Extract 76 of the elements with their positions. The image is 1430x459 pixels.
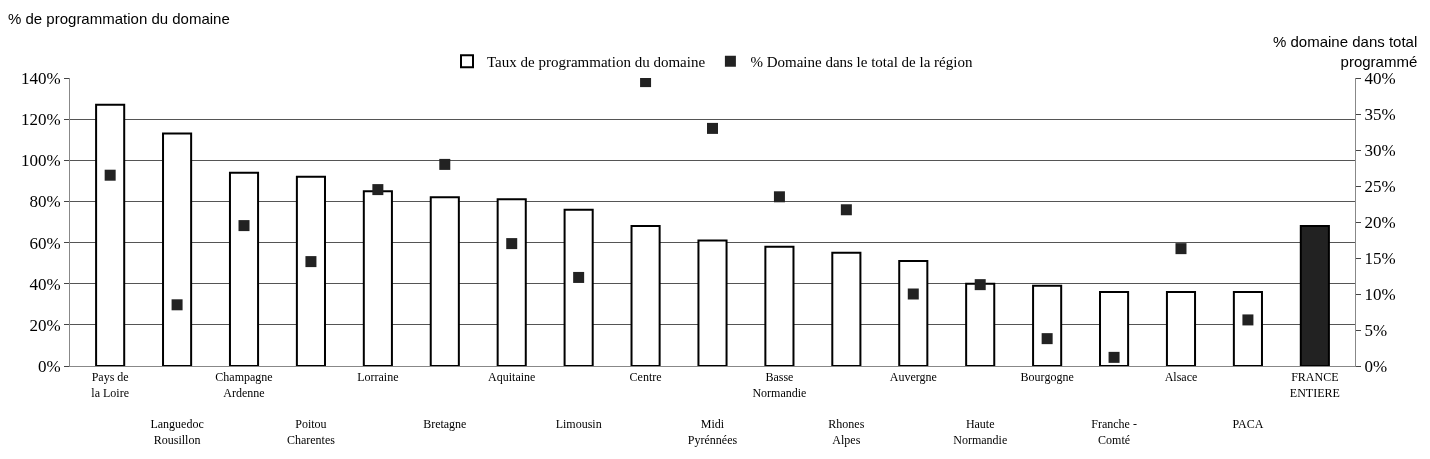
point xyxy=(305,256,317,268)
x-tick-label: Rhones Alpes xyxy=(828,417,865,447)
point xyxy=(1175,243,1187,255)
point xyxy=(907,288,919,300)
x-tick-label: Languedoc Rousillon xyxy=(150,417,204,447)
y-tick-label: 0% xyxy=(37,356,61,376)
y2-axis-title: % domaine dans total programmé xyxy=(1273,33,1418,70)
y2-tick-label: 35% xyxy=(1364,104,1396,124)
bar xyxy=(295,175,326,366)
bar xyxy=(429,196,460,366)
x-tick-label: Aquitaine xyxy=(488,370,536,385)
bar xyxy=(965,282,996,366)
x-tick-label: FRANCE ENTIERE xyxy=(1289,370,1340,400)
bar xyxy=(630,225,661,366)
bar xyxy=(764,245,795,366)
y-tick-label: 60% xyxy=(29,233,61,253)
bar xyxy=(1232,290,1263,366)
x-tick-label: Auvergne xyxy=(889,370,937,385)
x-tick-label: Pays de la Loire xyxy=(91,370,129,400)
legend-label: Taux de programmation du domaine xyxy=(487,54,706,71)
bar xyxy=(563,208,594,366)
x-tick-label: Franche - Comté xyxy=(1091,417,1137,447)
point xyxy=(439,158,451,170)
y2-tick-label: 20% xyxy=(1364,212,1396,232)
x-tick-label: Poitou Charentes xyxy=(286,417,336,447)
y2-tick-label: 25% xyxy=(1364,176,1396,196)
x-tick-label: Bretagne xyxy=(423,417,467,432)
bar xyxy=(95,103,126,366)
x-tick-label: Limousin xyxy=(555,417,602,432)
y2-tick-label: 5% xyxy=(1364,320,1388,340)
y-tick-label: 100% xyxy=(20,151,61,171)
y-tick-label: 80% xyxy=(29,192,61,212)
bar xyxy=(1032,284,1063,366)
point xyxy=(974,279,986,291)
bar xyxy=(496,198,527,366)
point xyxy=(506,238,518,250)
point xyxy=(104,169,116,181)
y2-tick-label: 30% xyxy=(1364,140,1396,160)
x-tick-label: Champagne Ardenne xyxy=(215,370,273,400)
y-tick-label: 40% xyxy=(29,274,61,294)
y2-tick-label: 10% xyxy=(1364,284,1396,304)
point xyxy=(171,299,183,311)
point xyxy=(840,204,852,216)
x-tick-label: Basse Normandie xyxy=(752,370,807,400)
point xyxy=(1242,314,1254,326)
x-tick-label: PACA xyxy=(1232,417,1264,432)
x-tick-label: Haute Normandie xyxy=(953,417,1008,447)
bar xyxy=(831,251,862,366)
y-axis-title: % de programmation du domaine xyxy=(8,10,230,27)
legend-label: % Domaine dans le total de la région xyxy=(750,54,973,71)
x-tick-label: Lorraine xyxy=(357,370,399,385)
bar xyxy=(362,190,393,366)
point xyxy=(640,78,652,88)
point xyxy=(1041,333,1053,345)
y2-tick-label: 15% xyxy=(1364,248,1396,268)
point xyxy=(773,191,785,203)
y-tick-label: 20% xyxy=(29,315,61,335)
x-tick-label: Midi Pyrénnées xyxy=(687,417,738,447)
bar xyxy=(228,171,260,366)
x-tick-label: Centre xyxy=(629,370,662,385)
x-tick-label: Bourgogne xyxy=(1020,370,1074,385)
bar xyxy=(697,239,728,366)
y2-tick-label: 0% xyxy=(1364,356,1388,376)
point xyxy=(238,220,250,232)
bar xyxy=(898,260,929,366)
y-tick-label: 120% xyxy=(20,110,61,130)
bar xyxy=(1099,290,1130,366)
y-tick-label: 140% xyxy=(20,68,61,88)
point xyxy=(573,271,585,283)
x-tick-label: Alsace xyxy=(1164,370,1198,385)
bar xyxy=(1299,225,1330,366)
bar xyxy=(162,132,193,366)
bar xyxy=(1165,290,1197,366)
point xyxy=(707,122,718,134)
point xyxy=(1108,351,1120,363)
point xyxy=(372,184,384,196)
